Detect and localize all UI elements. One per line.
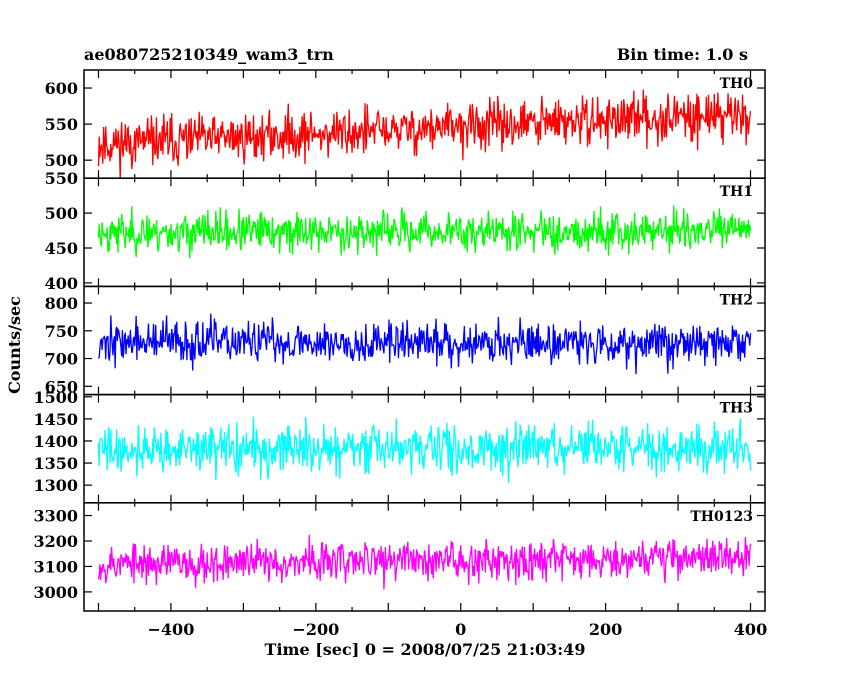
- y-tick-label: 600: [45, 79, 78, 98]
- y-tick-label: 450: [45, 239, 78, 258]
- y-tick-label: 3000: [33, 583, 78, 602]
- y-tick-label: 1450: [33, 410, 78, 429]
- x-tick-label: 200: [589, 620, 622, 639]
- panel-th3: 1300 1350 1400 1450 1500 TH3: [33, 388, 766, 504]
- y-tick-label: 750: [45, 322, 78, 341]
- y-axis-label: Counts/sec: [5, 296, 24, 394]
- y-tick-label: 800: [45, 294, 78, 313]
- y-tick-label: 1350: [33, 454, 78, 473]
- series-line-th1: [97, 205, 752, 259]
- panel-th0: 500 550 600 TH0: [45, 69, 766, 179]
- y-tick-label: 550: [45, 169, 78, 188]
- series-line-th0: [97, 89, 752, 179]
- series-line-th2: [97, 313, 752, 375]
- x-axis-label: Time [sec] 0 = 2008/07/25 21:03:49: [265, 640, 586, 659]
- x-tick-label: −400: [148, 620, 195, 639]
- y-tick-label: 500: [45, 151, 78, 170]
- y-tick-label: 3200: [33, 532, 78, 551]
- x-tick-label: −200: [292, 620, 339, 639]
- series-line-th3: [97, 416, 752, 483]
- y-tick-label: 1500: [33, 388, 78, 407]
- y-tick-label: 3100: [33, 557, 78, 576]
- y-tick-label: 650: [45, 377, 78, 396]
- panel-label: TH0: [720, 76, 754, 92]
- y-tick-label: 400: [45, 274, 78, 293]
- y-tick-label: 550: [45, 115, 78, 134]
- panel-label: TH0123: [690, 509, 753, 525]
- series-line-th0123: [97, 534, 752, 590]
- panel-label: TH2: [720, 292, 753, 308]
- x-tick-label: 400: [734, 620, 767, 639]
- bin-time-label: Bin time: 1.0 s: [617, 45, 748, 64]
- y-tick-label: 700: [45, 350, 78, 369]
- chart-title: ae080725210349_wam3_trn: [84, 45, 334, 64]
- y-tick-label: 3300: [33, 507, 78, 526]
- panel-label: TH1: [720, 184, 753, 200]
- panel-th0123: 3000 3100 3200 3300 TH0123: [33, 502, 766, 612]
- y-tick-label: 1400: [33, 432, 78, 451]
- y-tick-label: 1300: [33, 476, 78, 495]
- panel-th2: 650 700 750 800 TH2: [45, 285, 766, 396]
- y-tick-label: 500: [45, 204, 78, 223]
- panel-label: TH3: [720, 401, 753, 417]
- panel-frame: [83, 393, 766, 504]
- x-tick-label: 0: [455, 620, 466, 639]
- panel-th1: 400 450 500 550 TH1: [45, 169, 766, 293]
